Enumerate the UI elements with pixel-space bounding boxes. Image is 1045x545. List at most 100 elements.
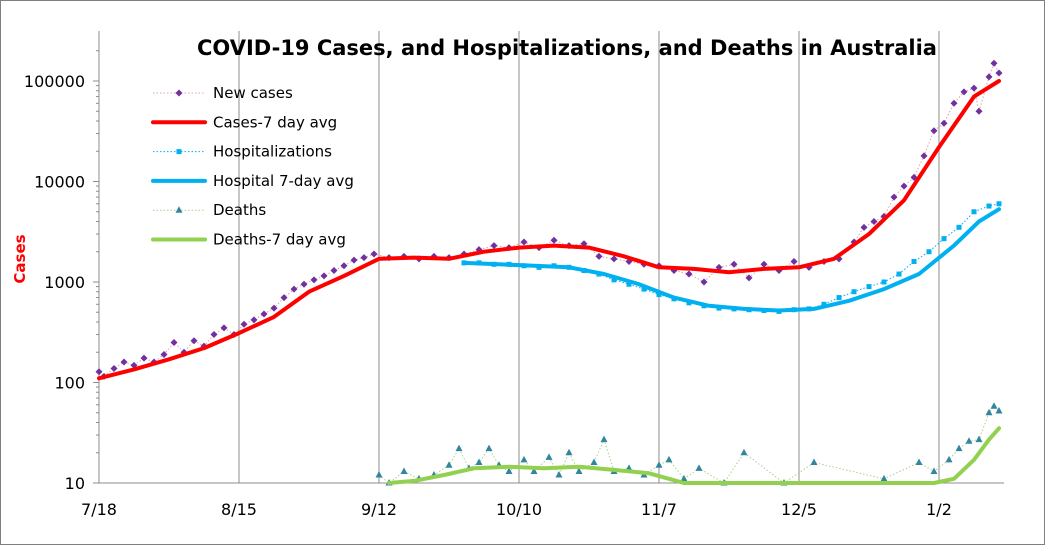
data-point-triangle xyxy=(880,474,888,482)
data-point-triangle xyxy=(680,474,688,482)
series-deaths-7-day-avg xyxy=(387,426,1001,485)
data-point-triangle xyxy=(665,455,673,463)
series-layer xyxy=(95,59,1003,486)
data-point-triangle xyxy=(520,455,528,463)
series-connector xyxy=(464,203,1000,312)
data-point-diamond xyxy=(950,99,958,107)
legend-item: Hospitalizations xyxy=(153,143,332,161)
data-point-diamond xyxy=(190,337,198,345)
data-point-diamond xyxy=(685,270,693,278)
legend-label: Deaths-7 day avg xyxy=(213,231,346,249)
series-deaths xyxy=(375,402,1003,486)
series-new-cases xyxy=(95,59,1003,380)
data-point-triangle xyxy=(505,467,513,475)
data-point-diamond xyxy=(490,242,498,250)
data-point-square xyxy=(656,292,662,298)
x-tick-label: 11/7 xyxy=(641,500,677,519)
data-point-diamond xyxy=(835,255,843,263)
data-point-diamond xyxy=(920,152,928,160)
data-point-diamond xyxy=(940,119,948,127)
y-axis-label: Cases xyxy=(11,234,29,283)
data-point-diamond xyxy=(550,236,558,244)
data-point-diamond xyxy=(990,59,998,67)
x-tick-label: 8/15 xyxy=(221,500,257,519)
data-point-diamond xyxy=(595,252,603,260)
data-point-square xyxy=(896,271,902,277)
data-point-diamond xyxy=(280,294,288,302)
y-tick-label: 1000 xyxy=(44,273,85,292)
data-point-diamond xyxy=(300,280,308,288)
data-point-square xyxy=(996,201,1002,207)
data-point-diamond xyxy=(370,250,378,258)
y-tick-label: 10000 xyxy=(34,173,85,192)
data-point-diamond xyxy=(110,364,118,372)
data-point-square xyxy=(866,284,872,290)
data-point-triangle xyxy=(445,461,453,468)
legend-label: Deaths xyxy=(213,201,266,219)
data-point-square xyxy=(971,209,977,215)
data-point-square xyxy=(941,236,947,242)
y-tick-label: 10 xyxy=(65,474,85,493)
data-point-diamond xyxy=(520,238,528,246)
data-point-triangle xyxy=(565,448,573,456)
data-point-diamond xyxy=(995,69,1003,77)
data-point-triangle xyxy=(455,444,463,452)
legend-item: Deaths xyxy=(153,201,266,219)
x-tick-label: 1/2 xyxy=(926,500,952,519)
data-point-diamond xyxy=(340,262,348,270)
data-point-triangle xyxy=(400,467,408,475)
data-point-diamond xyxy=(700,278,708,286)
data-point-diamond xyxy=(320,272,328,280)
data-point-triangle xyxy=(975,435,983,443)
series-cases-7-day-avg xyxy=(97,79,1001,381)
legend-item: Deaths-7 day avg xyxy=(151,231,346,249)
data-point-square xyxy=(611,277,617,283)
chart-title: COVID-19 Cases, and Hospitalizations, an… xyxy=(197,36,937,60)
data-point-diamond xyxy=(960,88,968,96)
data-point-triangle xyxy=(930,467,938,475)
data-point-square xyxy=(881,279,887,285)
data-point-triangle xyxy=(175,206,183,213)
series-line xyxy=(97,79,1001,381)
data-point-triangle xyxy=(985,408,993,416)
data-point-diamond xyxy=(95,368,103,376)
data-point-diamond xyxy=(330,267,338,275)
data-point-diamond xyxy=(310,276,318,284)
data-point-triangle xyxy=(485,444,493,452)
data-point-square xyxy=(911,258,917,264)
data-point-diamond xyxy=(870,217,878,225)
data-point-triangle xyxy=(695,464,703,471)
x-tick-label: 9/12 xyxy=(361,500,397,519)
data-point-triangle xyxy=(945,455,953,463)
data-point-diamond xyxy=(760,260,768,268)
data-point-diamond xyxy=(350,256,358,264)
series-line xyxy=(462,207,1001,313)
data-point-diamond xyxy=(900,182,908,190)
data-point-diamond xyxy=(360,254,368,262)
axes-layer: 7/18 8/15 9/12 10/10 11/7 12/5 1/2 10 100 1000 100… xyxy=(24,31,1004,519)
data-point-diamond xyxy=(260,310,268,318)
series-connector xyxy=(98,62,1000,378)
legend-label: Cases-7 day avg xyxy=(213,113,337,131)
legend-item: Hospital 7-day avg xyxy=(151,172,354,190)
legend: New cases Cases-7 day avg Hospitalizations… xyxy=(151,84,354,249)
data-point-diamond xyxy=(930,127,938,135)
data-point-diamond xyxy=(975,107,983,115)
data-point-diamond xyxy=(240,320,248,328)
data-point-square xyxy=(176,149,182,155)
data-point-triangle xyxy=(810,458,818,465)
y-tick-label: 100000 xyxy=(24,72,85,91)
data-point-triangle xyxy=(990,402,998,409)
data-point-square xyxy=(851,289,857,295)
legend-label: New cases xyxy=(213,84,293,102)
data-point-diamond xyxy=(160,350,168,358)
data-point-square xyxy=(641,286,647,292)
data-point-diamond xyxy=(270,304,278,312)
legend-label: Hospital 7-day avg xyxy=(213,172,354,190)
data-point-diamond xyxy=(970,84,978,92)
data-point-diamond xyxy=(985,73,993,81)
series-line xyxy=(387,426,1001,485)
data-point-diamond xyxy=(210,331,218,339)
